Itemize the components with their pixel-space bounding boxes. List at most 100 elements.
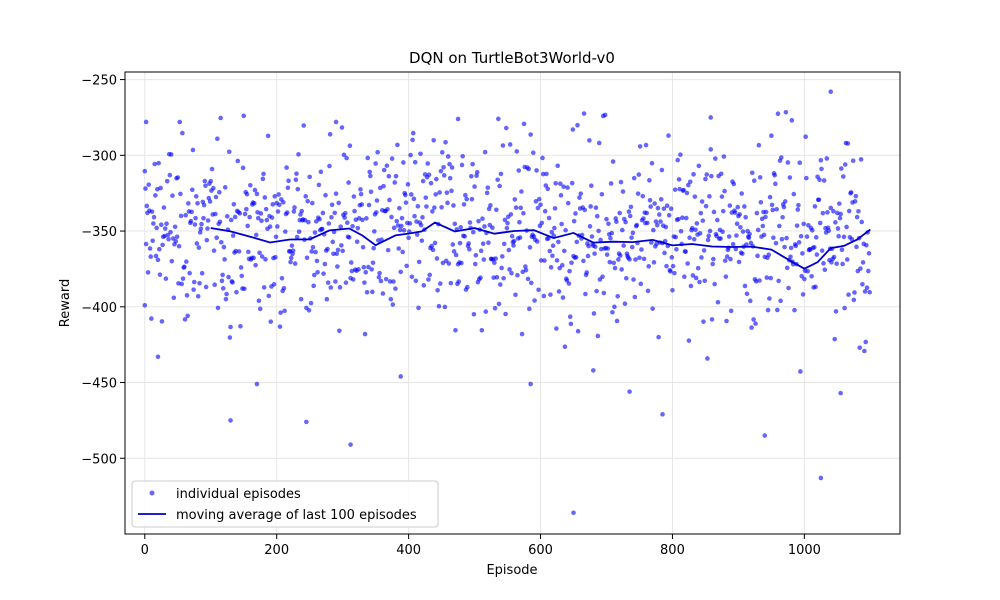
episode-point xyxy=(536,287,541,293)
episode-point xyxy=(307,174,312,180)
episode-point xyxy=(804,234,810,239)
episode-point xyxy=(214,235,219,241)
episode-point xyxy=(182,317,188,322)
episode-point xyxy=(684,190,690,196)
episode-point xyxy=(668,269,673,274)
episode-point xyxy=(252,187,258,193)
episode-point xyxy=(516,168,522,173)
episode-point xyxy=(321,271,326,276)
episode-point xyxy=(805,268,810,274)
episode-point xyxy=(589,234,595,239)
episode-point xyxy=(552,206,558,211)
episode-point xyxy=(395,142,400,148)
episode-point xyxy=(381,167,387,173)
episode-point xyxy=(148,254,154,259)
episode-point xyxy=(654,222,660,228)
episode-point xyxy=(333,191,339,196)
episode-point xyxy=(180,130,185,136)
episode-point xyxy=(615,293,621,299)
episode-point xyxy=(849,237,855,242)
episode-point xyxy=(445,154,451,159)
episode-point xyxy=(712,281,717,287)
episode-point xyxy=(306,219,311,225)
episode-point xyxy=(428,180,434,186)
episode-point xyxy=(192,222,198,227)
episode-point xyxy=(193,194,199,199)
episode-point xyxy=(468,173,474,179)
episode-point xyxy=(442,304,448,310)
episode-point xyxy=(325,246,330,252)
episode-point xyxy=(195,200,200,206)
episode-point xyxy=(709,317,715,322)
episode-point xyxy=(768,275,774,281)
episode-point xyxy=(484,190,490,196)
episode-point xyxy=(722,188,727,194)
episode-point xyxy=(451,203,456,208)
episode-point xyxy=(481,257,487,262)
episode-point xyxy=(560,295,566,300)
episode-point xyxy=(742,283,748,289)
episode-point xyxy=(460,153,466,159)
episode-point xyxy=(826,228,832,234)
episode-point xyxy=(397,227,403,233)
episode-point xyxy=(168,152,174,157)
episode-point xyxy=(771,235,776,241)
episode-point xyxy=(143,241,149,247)
episode-point xyxy=(387,279,393,284)
episode-point xyxy=(180,276,186,281)
episode-point xyxy=(313,219,319,224)
episode-point xyxy=(515,272,520,278)
episode-point xyxy=(326,221,332,226)
episode-point xyxy=(511,238,517,244)
episode-point xyxy=(472,184,477,189)
episode-point xyxy=(413,278,419,284)
episode-point xyxy=(588,204,593,209)
episode-point xyxy=(448,280,454,286)
episode-point xyxy=(627,257,632,262)
episode-point xyxy=(773,181,778,187)
episode-point xyxy=(538,258,544,263)
episode-point xyxy=(389,214,394,220)
episode-point xyxy=(160,242,165,248)
episode-point xyxy=(670,263,676,269)
episode-point xyxy=(203,183,208,189)
episode-point xyxy=(453,327,458,333)
episode-point xyxy=(534,168,539,173)
episode-point xyxy=(408,152,413,158)
episode-point xyxy=(631,277,636,282)
episode-point xyxy=(430,247,436,253)
episode-point xyxy=(757,175,763,180)
episode-point xyxy=(535,205,541,211)
episode-point xyxy=(465,284,470,290)
episode-point xyxy=(282,308,287,314)
episode-point xyxy=(347,143,353,149)
y-tick-label: −300 xyxy=(81,149,117,164)
episode-point xyxy=(263,206,269,212)
episode-point xyxy=(802,276,807,282)
episode-point xyxy=(740,251,745,256)
episode-point xyxy=(556,239,561,245)
episode-point xyxy=(205,218,211,223)
episode-point xyxy=(507,142,513,147)
episode-point xyxy=(372,229,377,234)
episode-point xyxy=(282,229,288,234)
episode-point xyxy=(658,219,663,224)
episode-point xyxy=(664,203,670,208)
episode-point xyxy=(264,217,270,223)
episode-point xyxy=(676,216,681,222)
episode-point xyxy=(201,202,207,208)
episode-point xyxy=(342,215,347,220)
episode-point xyxy=(498,171,504,177)
episode-point xyxy=(328,285,334,290)
episode-point xyxy=(663,224,669,230)
episode-point xyxy=(685,182,691,188)
episode-point xyxy=(813,284,818,290)
episode-point xyxy=(682,274,687,280)
episode-point xyxy=(209,166,215,172)
episode-point xyxy=(610,159,616,164)
episode-point xyxy=(257,306,263,312)
episode-point xyxy=(228,217,234,223)
episode-point xyxy=(388,296,394,302)
episode-point xyxy=(632,294,638,300)
episode-point xyxy=(277,202,282,208)
